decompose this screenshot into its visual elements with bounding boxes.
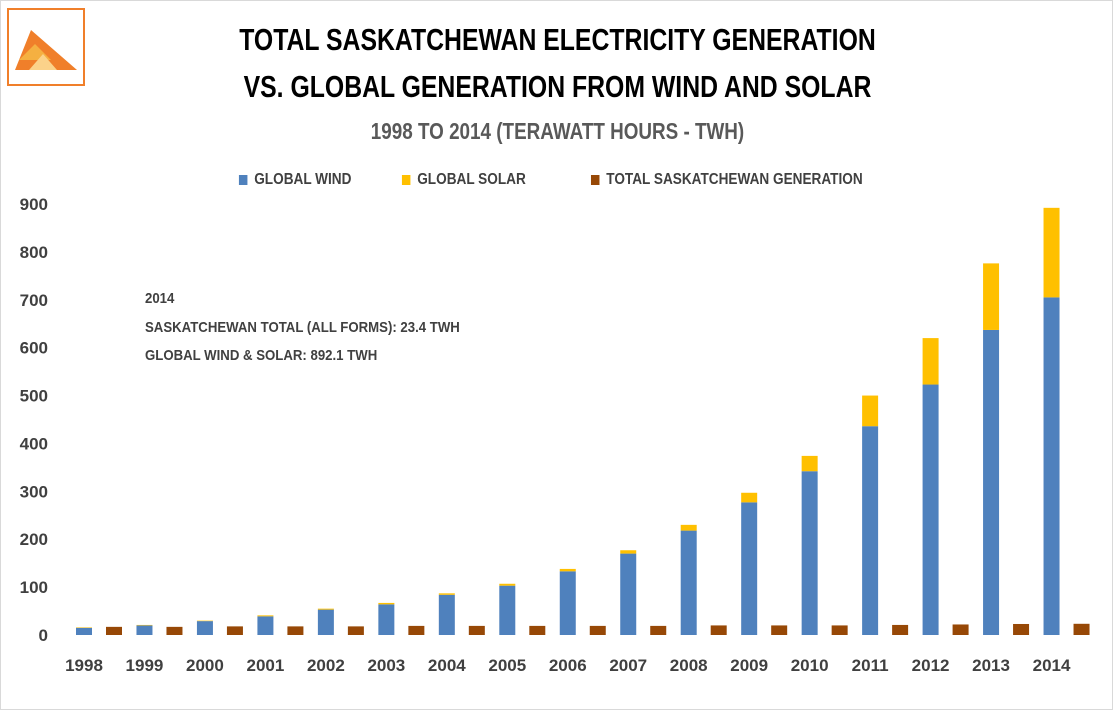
annotation-sask-total: SASKATCHEWAN TOTAL (ALL FORMS): 23.4 TWH — [145, 319, 460, 336]
x-tick-label: 2002 — [307, 656, 345, 675]
y-tick-label: 600 — [20, 339, 48, 358]
legend-item-global-wind: GLOBAL WIND — [238, 171, 352, 189]
bar-global-solar — [559, 568, 576, 572]
x-tick-label: 1999 — [126, 656, 164, 675]
bar-global-wind — [196, 621, 213, 635]
company-logo — [7, 8, 85, 86]
y-tick-label: 900 — [20, 195, 48, 214]
bar-global-solar — [620, 550, 637, 554]
bar-global-solar — [438, 593, 455, 595]
legend-label-solar: GLOBAL SOLAR — [417, 171, 526, 188]
x-tick-label: 2010 — [791, 656, 829, 675]
bar-global-wind — [438, 594, 455, 635]
y-tick-label: 100 — [20, 578, 48, 597]
bar-sask-generation — [226, 626, 243, 635]
bar-global-wind — [499, 585, 516, 635]
legend-swatch-solar — [401, 175, 411, 185]
legend-label-sask: TOTAL SASKATCHEWAN GENERATION — [605, 171, 863, 188]
x-tick-label: 2005 — [488, 656, 526, 675]
bar-sask-generation — [952, 624, 969, 635]
legend-item-sask: TOTAL SASKATCHEWAN GENERATION — [590, 171, 863, 189]
x-tick-label: 2001 — [246, 656, 284, 675]
bar-global-wind — [983, 329, 1000, 635]
x-tick-label: 2000 — [186, 656, 224, 675]
y-tick-label: 700 — [20, 291, 48, 310]
bar-sask-generation — [710, 625, 727, 635]
bar-global-solar — [862, 395, 879, 427]
y-tick-label: 200 — [20, 530, 48, 549]
x-tick-label: 2009 — [730, 656, 768, 675]
legend-item-global-solar: GLOBAL SOLAR — [401, 171, 526, 189]
chart-legend: GLOBAL WIND GLOBAL SOLAR TOTAL SASKATCHE… — [0, 171, 1115, 189]
annotation-year: 2014 — [145, 290, 175, 307]
bar-global-solar — [922, 338, 939, 385]
bar-sask-generation — [650, 625, 667, 635]
bar-global-solar — [317, 608, 334, 610]
bar-global-solar — [378, 602, 395, 605]
bar-global-wind — [559, 571, 576, 635]
bar-global-solar — [1043, 207, 1060, 298]
bar-sask-generation — [831, 625, 848, 635]
bar-global-wind — [136, 625, 153, 635]
x-tick-label: 2014 — [1033, 656, 1071, 675]
x-tick-label: 2007 — [609, 656, 647, 675]
x-tick-label: 2004 — [428, 656, 466, 675]
bar-global-wind — [620, 553, 637, 635]
bar-sask-generation — [106, 626, 122, 635]
bar-global-wind — [922, 384, 939, 635]
bar-sask-generation — [408, 625, 425, 635]
x-tick-label: 2003 — [367, 656, 405, 675]
bar-global-wind — [76, 627, 92, 635]
x-tick-label: 2013 — [972, 656, 1010, 675]
bar-sask-generation — [1073, 623, 1090, 635]
bar-sask-generation — [166, 626, 183, 635]
bar-global-solar — [983, 263, 1000, 330]
bar-global-wind — [801, 471, 818, 635]
bar-global-solar — [257, 615, 274, 617]
chart-title-line2: VS. GLOBAL GENERATION FROM WIND AND SOLA… — [243, 69, 872, 104]
y-tick-label: 300 — [20, 482, 48, 501]
bar-global-wind — [378, 604, 395, 635]
x-tick-label: 2011 — [852, 656, 889, 675]
annotation-wind-solar-total: GLOBAL WIND & SOLAR: 892.1 TWH — [145, 347, 378, 364]
bar-sask-generation — [589, 625, 606, 635]
chart-title-line1: TOTAL SASKATCHEWAN ELECTRICITY GENERATIO… — [239, 22, 876, 57]
legend-swatch-sask — [590, 175, 600, 185]
x-tick-label: 2012 — [912, 656, 950, 675]
bar-global-solar — [499, 583, 516, 586]
bar-global-wind — [1043, 297, 1060, 635]
y-tick-label: 500 — [20, 387, 48, 406]
triangle-logo-icon — [15, 30, 77, 70]
bar-sask-generation — [287, 626, 304, 635]
chart-subtitle: 1998 TO 2014 (TERAWATT HOURS - TWH) — [370, 118, 745, 144]
bar-global-wind — [680, 530, 697, 635]
bar-global-solar — [801, 455, 818, 472]
bar-sask-generation — [347, 626, 364, 635]
bar-sask-generation — [771, 625, 788, 635]
y-tick-label: 400 — [20, 434, 48, 453]
bar-global-solar — [741, 492, 758, 503]
y-tick-label: 800 — [20, 243, 48, 262]
bar-global-solar — [680, 524, 697, 531]
y-tick-label: 0 — [39, 626, 48, 645]
bar-global-wind — [741, 502, 758, 635]
bar-sask-generation — [1013, 623, 1030, 635]
x-tick-label: 2008 — [670, 656, 708, 675]
bar-sask-generation — [529, 625, 546, 635]
x-tick-label: 1998 — [65, 656, 103, 675]
bar-sask-generation — [892, 624, 909, 635]
legend-swatch-wind — [238, 175, 248, 185]
bar-global-wind — [317, 609, 334, 635]
x-tick-label: 2006 — [549, 656, 587, 675]
bar-sask-generation — [468, 625, 485, 635]
bar-global-wind — [862, 426, 879, 635]
bar-global-wind — [257, 616, 274, 635]
legend-label-wind: GLOBAL WIND — [253, 171, 352, 188]
